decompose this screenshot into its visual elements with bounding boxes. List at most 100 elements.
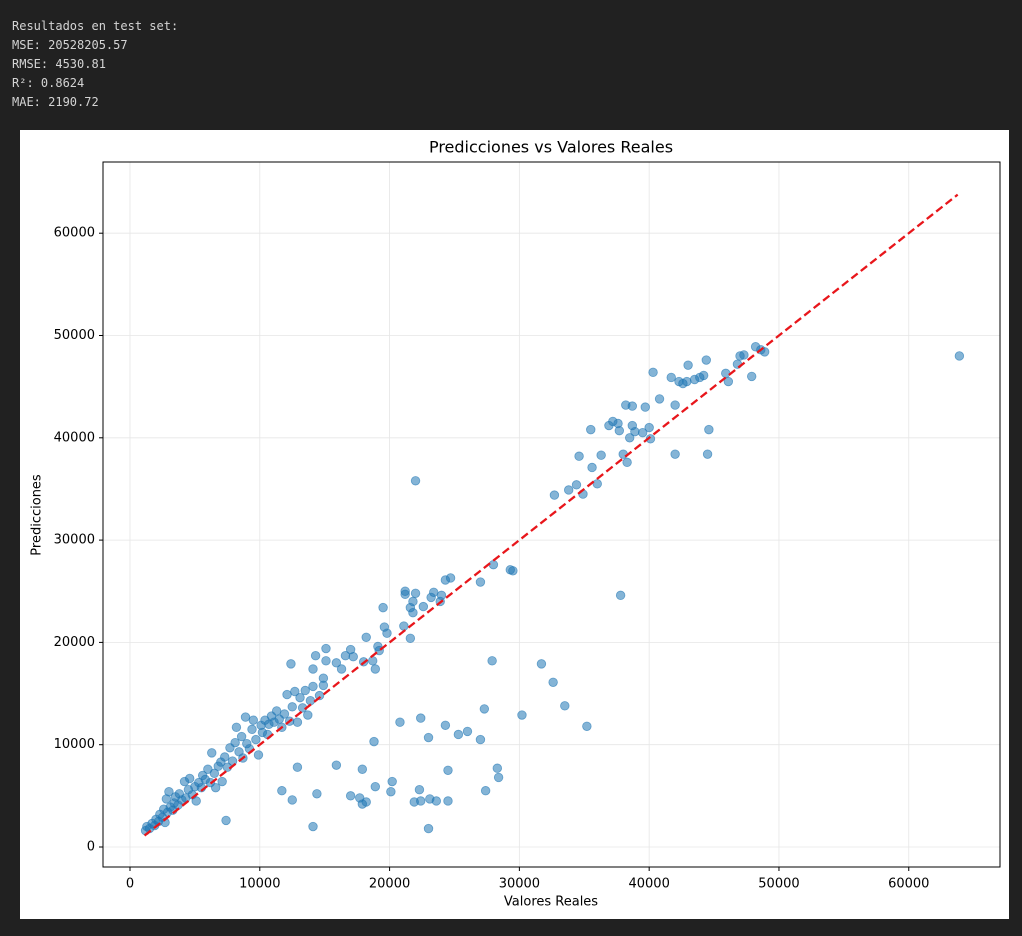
point (314, 690, 325, 701)
y-tick-label: 40000 (54, 430, 95, 445)
point (670, 400, 680, 410)
point (370, 664, 381, 674)
point (331, 658, 342, 668)
x-tick-label: 20000 (369, 877, 410, 892)
x-tick-label: 0 (126, 877, 134, 892)
point (191, 796, 201, 806)
point (410, 588, 421, 598)
point (750, 342, 761, 352)
point (395, 717, 405, 727)
point (644, 422, 654, 433)
point (488, 559, 499, 570)
point (683, 360, 693, 370)
point (207, 748, 217, 758)
point (586, 424, 596, 435)
point (287, 795, 297, 805)
point (230, 737, 240, 748)
point (300, 685, 310, 696)
point (492, 763, 503, 773)
point (493, 772, 504, 783)
point (382, 628, 392, 638)
point (310, 650, 321, 661)
x-tick-label: 30000 (499, 877, 540, 892)
point (399, 621, 409, 631)
text-output: Resultados en test set: MSE: 20528205.57 R… (12, 19, 178, 109)
point (443, 765, 453, 775)
reference-line (143, 193, 959, 837)
point (704, 424, 714, 435)
point (536, 659, 547, 669)
point (549, 490, 560, 500)
point (295, 692, 305, 703)
point (517, 710, 527, 720)
point (405, 602, 416, 613)
point (410, 476, 421, 486)
output-line: MAE: 2190.72 (12, 95, 99, 109)
point (340, 650, 351, 661)
y-tick-label: 30000 (54, 533, 95, 548)
point (426, 592, 436, 603)
point (505, 565, 515, 575)
point (423, 732, 434, 743)
y-tick-label: 60000 (54, 226, 95, 241)
point (369, 736, 379, 747)
point (689, 374, 700, 385)
point (405, 633, 416, 644)
point (418, 601, 429, 612)
point (747, 371, 757, 382)
point (308, 821, 318, 832)
point (622, 457, 632, 468)
point (292, 717, 303, 727)
y-axis-label: Predicciones (30, 474, 45, 556)
point (666, 372, 676, 383)
point (423, 823, 434, 834)
point (582, 721, 592, 731)
point (574, 451, 584, 461)
point (286, 659, 296, 669)
point (487, 656, 497, 666)
point (185, 773, 195, 784)
point (220, 752, 230, 762)
point (271, 706, 282, 716)
grid (103, 162, 1000, 867)
point (462, 726, 473, 737)
y-tick-label: 10000 (54, 737, 95, 752)
point (400, 589, 410, 600)
chart-title: Predicciones vs Valores Reales (429, 138, 673, 157)
point (571, 480, 582, 490)
point (560, 701, 570, 711)
point (674, 376, 684, 387)
point (308, 681, 318, 692)
point (440, 575, 451, 585)
point (587, 462, 597, 473)
output-line: R²: 0.8624 (12, 76, 84, 90)
point (475, 577, 486, 587)
output-line: RMSE: 4530.81 (12, 57, 106, 71)
point (592, 479, 602, 489)
point (370, 781, 381, 792)
point (277, 786, 287, 796)
point (416, 713, 426, 723)
point (345, 644, 356, 655)
point (621, 400, 631, 410)
y-tick-label: 0 (87, 840, 95, 855)
point (701, 355, 711, 365)
point (282, 689, 292, 700)
x-axis-label: Valores Reales (504, 895, 598, 910)
point (648, 367, 658, 378)
point (221, 815, 231, 826)
point (209, 768, 220, 779)
point (312, 789, 322, 799)
point (251, 734, 261, 745)
point (596, 450, 606, 460)
point (475, 734, 486, 745)
x-tick-label: 40000 (628, 877, 669, 892)
point (248, 715, 259, 725)
point (321, 656, 331, 666)
point (308, 664, 318, 674)
point (247, 724, 257, 735)
point (217, 776, 227, 787)
point (409, 797, 419, 807)
point (453, 729, 464, 740)
